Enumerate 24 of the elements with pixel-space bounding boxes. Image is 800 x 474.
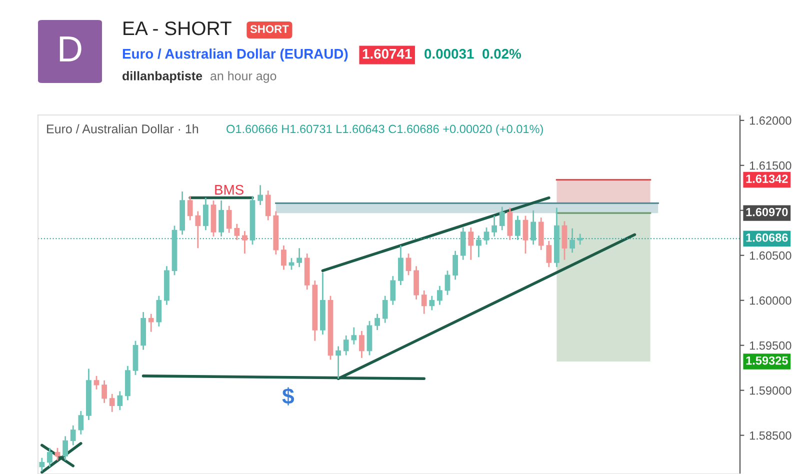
y-tick-label: 1.59000	[750, 386, 792, 395]
text: an hour ago	[210, 71, 276, 83]
chart-title: EA - SHORT	[124, 21, 232, 36]
text: 1.60741	[362, 48, 412, 59]
annotation: $	[282, 387, 294, 406]
text: 1.61342	[746, 174, 788, 183]
annotation: BMS	[215, 184, 244, 195]
text: 1.59325	[746, 356, 788, 365]
text: 1.60970	[746, 208, 788, 216]
y-tick-label: 1.61500	[750, 161, 792, 170]
text: D	[60, 36, 82, 62]
text: 0.00031	[424, 48, 474, 59]
y-tick-label: 1.62000	[750, 116, 792, 125]
y-tick-label: 1.60000	[750, 296, 792, 305]
chart-subtitle: Euro / Australian Dollar (EURAUD)	[122, 48, 348, 62]
y-tick-label: 1.60500	[750, 251, 792, 260]
y-tick-label: 1.59500	[750, 341, 792, 350]
text: 0.02%	[482, 48, 522, 59]
ref-line-label: 1.60686	[746, 233, 788, 242]
text: SHORT	[250, 25, 289, 33]
y-tick-label: 1.58500	[750, 431, 792, 440]
annotation: O1.60666 H1.60731 L1.60643 C1.60686 +0.00020 (+0.01%)	[226, 124, 543, 136]
text: dillanbaptiste	[122, 71, 202, 83]
annotation: Euro / Australian Dollar · 1h	[47, 124, 198, 134]
